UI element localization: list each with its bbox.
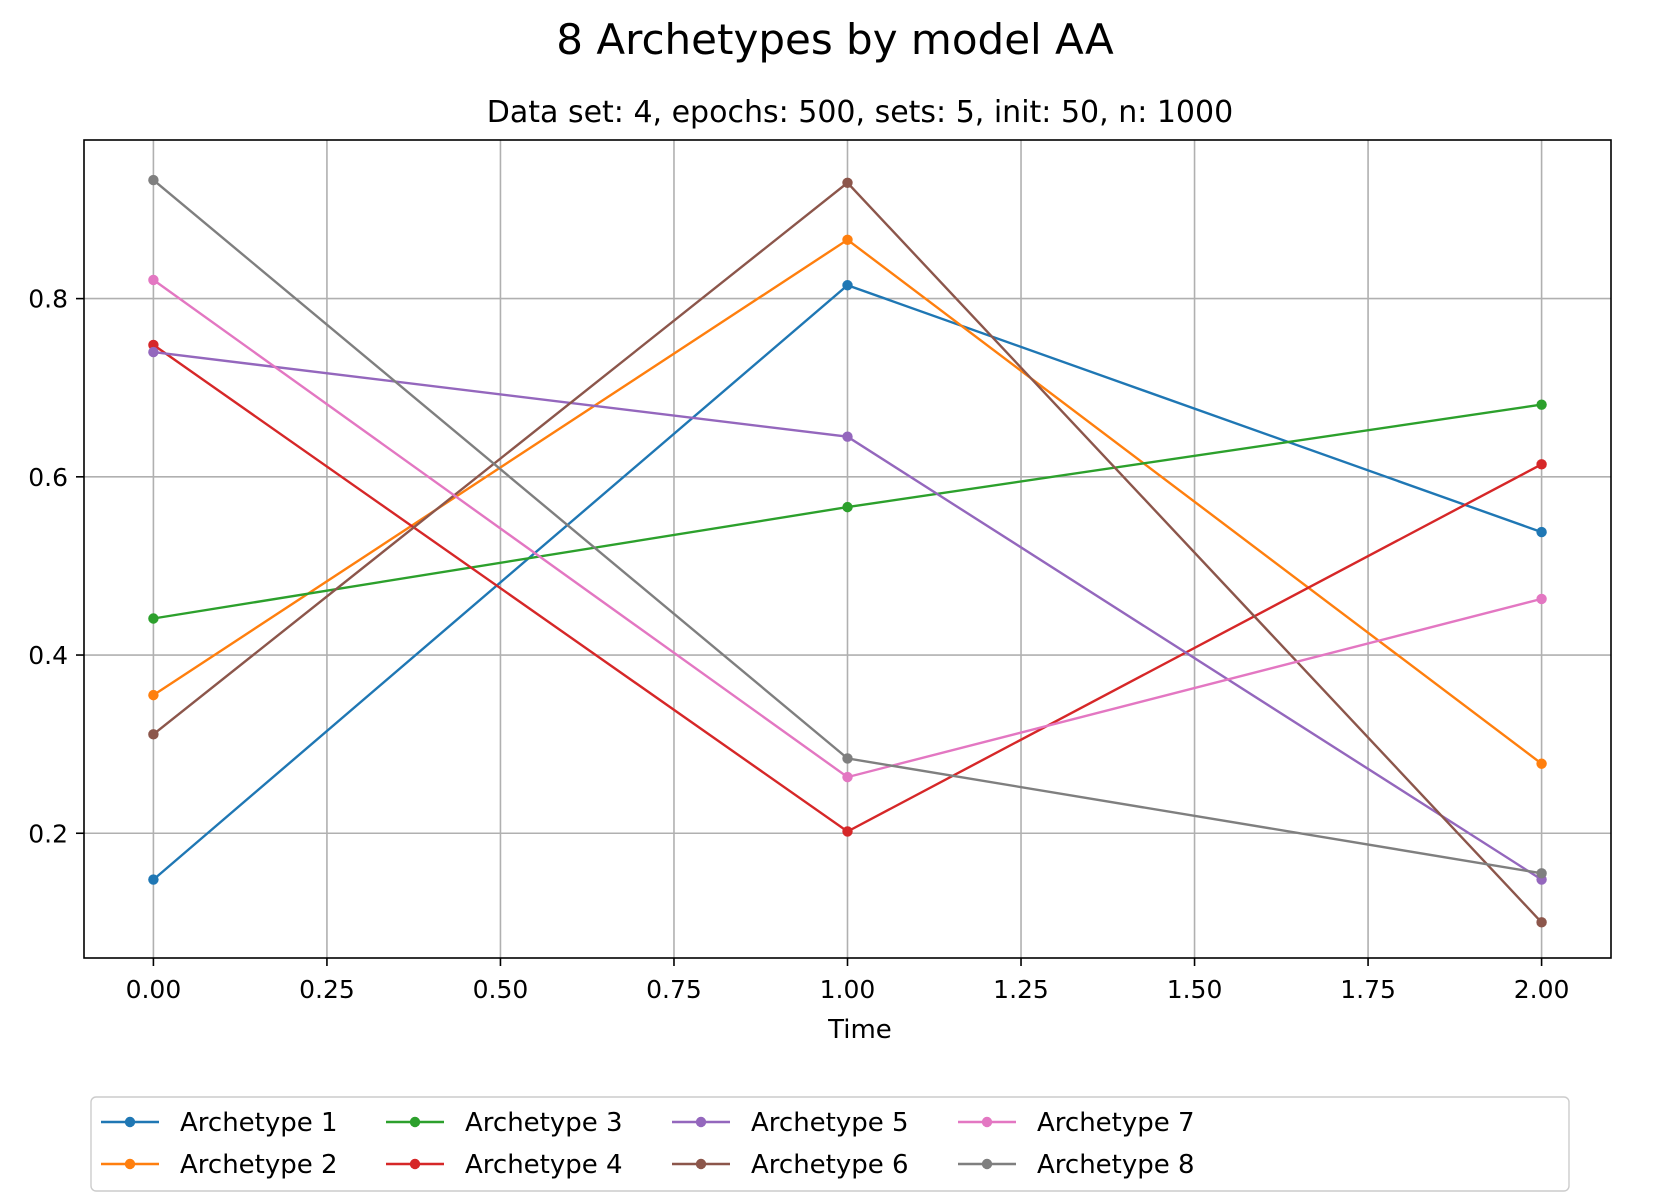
legend-items: Archetype 1 Archetype 2 Archetype 3 Archety… bbox=[101, 1108, 1195, 1180]
legend-label: Archetype 6 bbox=[751, 1150, 909, 1180]
data-point bbox=[1536, 399, 1547, 410]
data-point bbox=[842, 177, 853, 188]
data-point bbox=[1536, 526, 1547, 538]
x-tick-label: 1.00 bbox=[820, 975, 876, 1004]
series-archetype-8 bbox=[148, 174, 1547, 879]
legend-item-archetype-8: Archetype 8 bbox=[958, 1150, 1195, 1180]
series-archetype-2 bbox=[148, 234, 1547, 769]
legend-box bbox=[90, 1096, 1570, 1192]
legend-swatch-marker bbox=[695, 1116, 707, 1128]
legend-item-archetype-5: Archetype 5 bbox=[672, 1108, 909, 1138]
grid-layer bbox=[84, 140, 1611, 958]
data-point bbox=[842, 826, 853, 837]
y-tick-label: 0.4 bbox=[28, 641, 68, 670]
series-layer bbox=[148, 174, 1547, 928]
legend-item-archetype-1: Archetype 1 bbox=[101, 1108, 338, 1138]
legend-label: Archetype 3 bbox=[465, 1108, 623, 1138]
series-archetype-7 bbox=[148, 274, 1547, 783]
x-axis-ticks: 0.00 0.25 0.50 0.75 1.00 1.25 1.50 1.75 2.00 bbox=[126, 958, 1570, 1004]
y-tick-label: 0.2 bbox=[28, 819, 68, 848]
legend-label: Archetype 2 bbox=[180, 1150, 338, 1180]
series-archetype-3 bbox=[148, 399, 1547, 624]
legend-label: Archetype 7 bbox=[1037, 1108, 1195, 1138]
x-tick-label: 1.50 bbox=[1167, 975, 1223, 1004]
y-tick-label: 0.8 bbox=[28, 285, 68, 314]
x-tick-label: 2.00 bbox=[1514, 975, 1570, 1004]
x-axis-label: Time bbox=[827, 1015, 892, 1045]
data-point bbox=[842, 771, 853, 783]
data-point bbox=[842, 431, 853, 442]
data-point bbox=[148, 346, 159, 358]
x-tick-label: 0.00 bbox=[126, 975, 182, 1004]
legend-swatch-marker bbox=[124, 1116, 136, 1128]
data-point bbox=[1536, 758, 1547, 769]
legend-swatch-marker bbox=[409, 1116, 421, 1128]
legend-item-archetype-6: Archetype 6 bbox=[672, 1150, 909, 1180]
series-archetype-5 bbox=[148, 346, 1547, 885]
data-point bbox=[148, 729, 159, 740]
legend-label: Archetype 5 bbox=[751, 1108, 909, 1138]
data-point bbox=[1536, 868, 1547, 879]
legend-swatch-marker bbox=[409, 1158, 421, 1170]
legend-swatch-marker bbox=[981, 1116, 993, 1128]
legend-item-archetype-3: Archetype 3 bbox=[386, 1108, 623, 1138]
x-tick-label: 1.75 bbox=[1340, 975, 1396, 1004]
y-axis-ticks: 0.2 0.4 0.6 0.8 bbox=[28, 285, 84, 848]
plot-frame bbox=[83, 139, 1612, 959]
legend-item-archetype-2: Archetype 2 bbox=[101, 1150, 338, 1180]
legend-swatch-marker bbox=[981, 1158, 993, 1170]
data-point bbox=[148, 339, 159, 351]
series-archetype-6 bbox=[148, 177, 1547, 928]
data-point bbox=[1536, 917, 1547, 928]
data-point bbox=[148, 274, 159, 286]
data-point bbox=[842, 280, 853, 291]
x-tick-label: 0.25 bbox=[299, 975, 355, 1004]
legend-item-archetype-7: Archetype 7 bbox=[958, 1108, 1195, 1138]
legend-swatch-marker bbox=[695, 1158, 707, 1170]
data-point bbox=[148, 874, 159, 885]
data-point bbox=[842, 501, 853, 513]
y-tick-label: 0.6 bbox=[28, 463, 68, 492]
series-archetype-4 bbox=[148, 339, 1547, 837]
data-point bbox=[1536, 459, 1547, 470]
data-point bbox=[842, 753, 853, 764]
x-tick-label: 0.75 bbox=[646, 975, 702, 1004]
legend: Archetype 1 Archetype 2 Archetype 3 Archety… bbox=[90, 1096, 1570, 1192]
x-tick-label: 0.50 bbox=[473, 975, 529, 1004]
data-point bbox=[148, 613, 159, 624]
x-tick-label: 1.25 bbox=[993, 975, 1049, 1004]
chart-subtitle: Data set: 4, epochs: 500, sets: 5, init:… bbox=[487, 95, 1233, 130]
data-point bbox=[148, 174, 159, 186]
legend-label: Archetype 1 bbox=[180, 1108, 338, 1138]
legend-label: Archetype 4 bbox=[465, 1150, 623, 1180]
legend-swatch-marker bbox=[124, 1158, 136, 1170]
data-point bbox=[148, 689, 159, 701]
series-archetype-1 bbox=[148, 280, 1547, 885]
legend-label: Archetype 8 bbox=[1037, 1150, 1195, 1180]
data-point bbox=[1536, 593, 1547, 605]
chart-title: 8 Archetypes by model AA bbox=[556, 15, 1114, 64]
legend-item-archetype-4: Archetype 4 bbox=[386, 1150, 623, 1180]
data-point bbox=[842, 234, 853, 245]
